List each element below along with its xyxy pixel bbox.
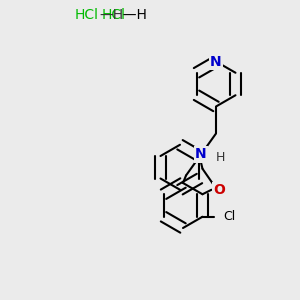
Text: HCl: HCl <box>75 8 99 22</box>
Text: —H: —H <box>114 8 147 22</box>
Text: N: N <box>195 148 207 161</box>
Text: H: H <box>216 151 225 164</box>
Text: O: O <box>213 183 225 197</box>
Text: N: N <box>210 55 222 68</box>
Text: Cl: Cl <box>224 210 236 223</box>
Text: —H: —H <box>99 8 123 22</box>
Text: HCl: HCl <box>102 8 126 22</box>
